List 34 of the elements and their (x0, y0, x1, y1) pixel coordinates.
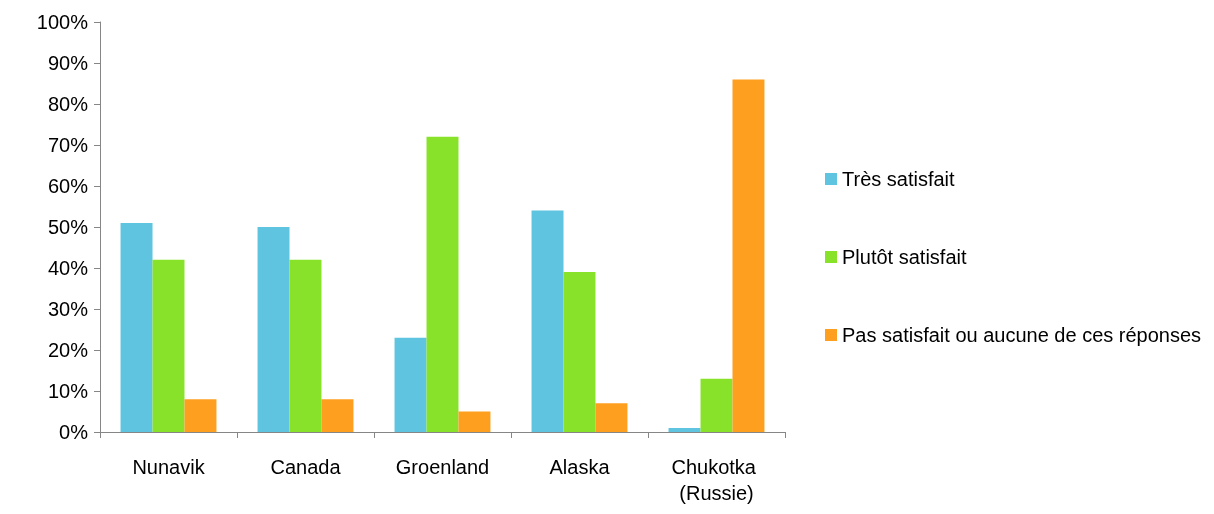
x-tick-label: Groenland (395, 456, 490, 478)
bar (120, 222, 153, 432)
bar (394, 337, 427, 432)
bar (152, 259, 185, 432)
bar (700, 378, 733, 432)
y-tick-label: 40% (47, 257, 89, 279)
y-tick-label: 80% (47, 93, 89, 115)
x-tick-label: Chukotka (Russie) (671, 456, 762, 504)
bar (668, 427, 701, 432)
y-tick-label: 10% (47, 380, 89, 402)
bar (595, 403, 628, 432)
x-tick-label: Nunavik (132, 456, 206, 478)
x-tick-label: Alaska (549, 456, 611, 478)
y-tick-label: 0% (59, 421, 89, 443)
legend-label: Plutôt satisfait (842, 246, 967, 268)
legend-label: Pas satisfait ou aucune de ces réponses (842, 324, 1202, 346)
bar (732, 79, 765, 432)
y-tick-label: 100% (36, 11, 89, 33)
bar (289, 259, 322, 432)
y-tick-label: 60% (47, 175, 89, 197)
bar (184, 399, 217, 432)
bar (458, 411, 491, 432)
bar (321, 399, 354, 432)
bar (563, 272, 596, 432)
bar (257, 227, 290, 432)
x-tick-label: Canada (270, 456, 342, 478)
legend-label: Très satisfait (842, 168, 956, 190)
bar (531, 210, 564, 432)
bar (426, 136, 459, 432)
y-tick-label: 30% (47, 298, 89, 320)
y-tick-label: 20% (47, 339, 89, 361)
y-tick-label: 90% (47, 52, 89, 74)
y-tick-label: 70% (47, 134, 89, 156)
y-tick-label: 50% (47, 216, 89, 238)
